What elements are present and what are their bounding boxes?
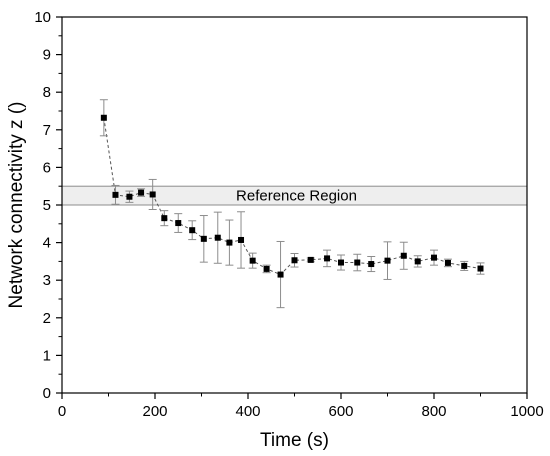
data-point [307,256,314,263]
data-point [368,261,375,268]
data-point [200,235,207,242]
y-tick-label: 9 [43,47,51,64]
x-axis-title: Time (s) [260,430,329,451]
x-tick-label: 1000 [510,403,543,420]
data-point [126,193,133,200]
data-point [384,257,391,264]
y-tick-label: 10 [34,9,51,26]
data-point [431,254,437,261]
data-point [175,220,182,227]
x-tick-label: 600 [328,403,353,420]
data-point [138,189,145,196]
y-axis-title: Network connectivity z () [6,102,27,309]
data-point [112,191,119,198]
data-point [161,215,168,222]
data-point [461,262,468,269]
y-tick-label: 1 [43,347,51,364]
series-connector-line [103,117,481,276]
y-tick-label: 2 [43,310,51,327]
data-points [100,114,484,278]
data-point [249,257,256,264]
data-point [400,252,407,259]
data-point [291,257,298,264]
data-point [354,259,361,266]
plot-axes: 0 200 400 600 800 1000 0 1 2 3 4 5 6 7 8 9 10 [34,9,543,420]
series-connector [103,117,481,276]
data-point [414,258,421,265]
data-point [338,259,344,266]
y-tick-label: 0 [43,385,51,402]
data-point [189,227,196,234]
data-point [214,234,221,241]
x-tick-label: 0 [58,403,66,420]
reference-region-label: Reference Region [236,188,357,205]
data-point [277,271,284,278]
y-tick-label: 5 [43,197,51,214]
data-point [238,236,245,243]
data-point [226,239,233,246]
x-tick-label: 200 [142,403,167,420]
x-tick-label: 400 [235,403,260,420]
x-tick-label: 800 [421,403,446,420]
y-tick-label: 3 [43,272,51,289]
y-tick-label: 6 [43,159,51,176]
data-point [100,114,107,121]
y-tick-label: 8 [43,84,51,101]
y-tick-label: 7 [43,122,51,139]
data-point [149,191,156,198]
data-point [324,255,331,262]
data-point [477,265,484,272]
data-point [444,259,451,266]
data-point [263,265,270,272]
y-tick-label: 4 [43,235,51,252]
reference-region: Reference Region [61,185,528,206]
